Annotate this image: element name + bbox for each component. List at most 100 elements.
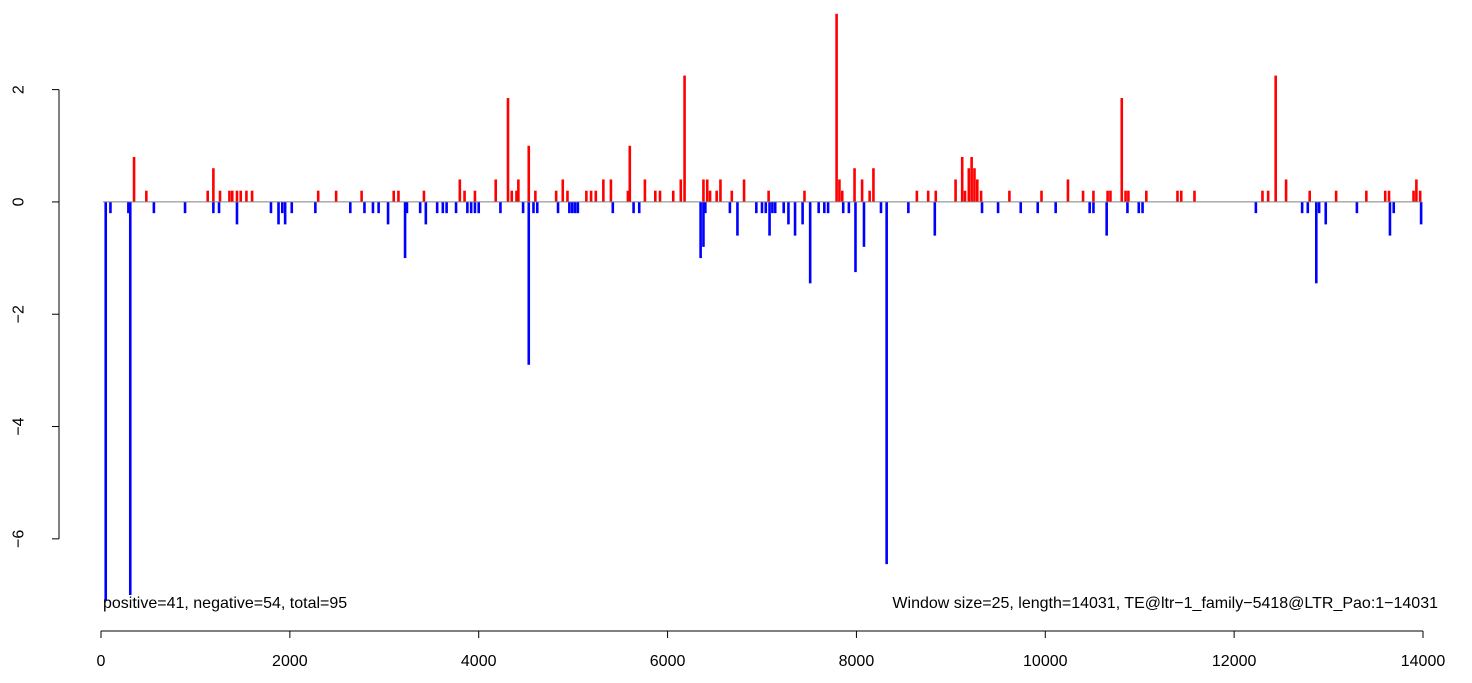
negative-bar — [817, 201, 820, 214]
negative-bar — [1355, 201, 1359, 214]
positive-bar — [609, 179, 613, 202]
negative-bar — [1054, 201, 1057, 214]
x-tick-label: 4000 — [461, 653, 497, 670]
negative-bar — [570, 201, 574, 214]
positive-bar — [1179, 190, 1183, 202]
negative-bar — [1137, 201, 1141, 214]
negative-bar — [782, 201, 786, 214]
negative-bar — [801, 201, 804, 225]
y-tick-label: −4 — [11, 417, 28, 435]
positive-bar — [1334, 190, 1338, 202]
positive-bar — [132, 157, 136, 202]
negative-bar — [473, 201, 477, 214]
positive-bar — [206, 190, 209, 202]
negative-bar — [109, 201, 112, 214]
positive-bar — [1066, 179, 1070, 202]
positive-bar — [628, 145, 632, 202]
x-tick-label: 12000 — [1212, 653, 1257, 670]
negative-bar — [386, 201, 390, 225]
negative-bar — [907, 201, 910, 214]
negative-bar — [405, 201, 409, 214]
positive-bar — [527, 145, 531, 202]
positive-bar — [1092, 190, 1095, 202]
positive-bar — [708, 190, 712, 202]
positive-bar — [145, 190, 148, 202]
negative-bar — [1300, 201, 1304, 214]
positive-bar — [1109, 190, 1112, 202]
negative-bar — [183, 201, 187, 214]
positive-bar — [853, 168, 856, 202]
negative-bar — [441, 201, 445, 214]
positive-bar — [976, 179, 979, 202]
negative-bar — [980, 201, 984, 214]
y-tick-label: 0 — [11, 197, 28, 206]
positive-bar — [1284, 179, 1288, 202]
negative-bar — [1092, 201, 1095, 214]
positive-bar — [1266, 190, 1270, 202]
negative-bar — [862, 201, 866, 247]
positive-bar — [316, 190, 320, 202]
negative-bar — [269, 201, 273, 214]
positive-bar — [1040, 190, 1043, 202]
negative-bar — [469, 201, 473, 214]
positive-bar — [228, 190, 231, 202]
x-tick-label: 0 — [97, 653, 106, 670]
positive-bar — [239, 190, 243, 202]
positive-bar — [594, 190, 598, 202]
positive-bar — [561, 179, 565, 202]
negative-bar — [764, 201, 768, 214]
negative-bar — [787, 201, 790, 225]
negative-bar — [854, 201, 857, 273]
negative-bar — [277, 201, 280, 225]
negative-bar — [1392, 201, 1396, 214]
positive-bar — [1308, 190, 1311, 202]
negative-bar — [808, 201, 812, 284]
negative-bar — [611, 201, 615, 214]
positive-bar — [1008, 190, 1011, 202]
negative-bar — [499, 201, 502, 214]
positive-bar — [1383, 190, 1387, 202]
positive-bar — [960, 157, 964, 202]
positive-bar — [679, 179, 683, 202]
positive-bar — [250, 190, 254, 202]
positive-bar — [715, 190, 718, 202]
positive-bar — [494, 179, 498, 202]
negative-bar — [760, 201, 764, 214]
negative-bar — [1019, 201, 1023, 214]
positive-bar — [515, 190, 518, 202]
negative-bar — [702, 201, 705, 247]
summary-annotation: positive=41, negative=54, total=95 — [103, 595, 347, 612]
positive-bar — [334, 190, 338, 202]
positive-bar — [1127, 190, 1130, 202]
negative-bar — [1306, 201, 1310, 214]
negative-bar — [1036, 201, 1040, 214]
negative-bar — [371, 201, 375, 214]
negative-bar — [212, 201, 215, 214]
positive-bar — [860, 179, 864, 202]
y-tick-label: −2 — [11, 305, 28, 323]
negative-bar — [704, 201, 707, 214]
positive-bar — [1274, 75, 1277, 202]
positive-bar — [245, 190, 248, 202]
positive-bar — [705, 179, 709, 202]
negative-bar — [1419, 201, 1423, 225]
positive-bar — [1261, 190, 1264, 202]
positive-bar — [626, 190, 630, 202]
positive-bar — [1176, 190, 1179, 202]
negative-bar — [127, 201, 130, 214]
negative-bar — [532, 201, 535, 214]
negative-bar — [217, 201, 221, 214]
bars-layer — [104, 13, 1423, 601]
positive-bar — [954, 179, 957, 202]
negative-bar — [1317, 201, 1321, 214]
negative-bar — [755, 201, 758, 214]
negative-bar — [637, 201, 641, 214]
negative-bar — [773, 201, 777, 214]
positive-bar — [566, 190, 569, 202]
negative-bar — [348, 201, 352, 214]
negative-bar — [699, 201, 702, 259]
negative-bar — [1105, 201, 1108, 236]
positive-bar — [658, 190, 662, 202]
negative-bar — [281, 201, 284, 214]
positive-bar — [1124, 190, 1127, 202]
